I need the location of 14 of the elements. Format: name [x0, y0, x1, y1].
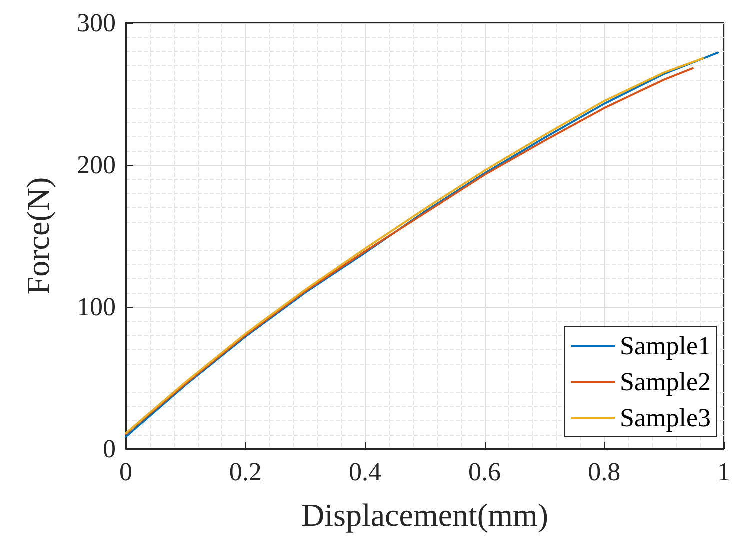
- y-tick-label: 300: [77, 8, 116, 38]
- y-tick-label: 200: [77, 150, 116, 180]
- legend-label: Sample1: [620, 332, 712, 360]
- y-tick-label: 100: [77, 292, 116, 322]
- y-tick-label: 0: [103, 434, 116, 464]
- x-tick-label: 1: [718, 458, 730, 486]
- x-tick-label: 0.4: [348, 458, 382, 486]
- x-axis-title: Displacement(mm): [301, 497, 549, 533]
- legend-label: Sample2: [620, 368, 712, 396]
- y-axis-title: Force(N): [20, 177, 56, 295]
- x-tick-label: 0.2: [229, 458, 262, 486]
- x-tick-label: 0.6: [468, 458, 502, 486]
- legend-label: Sample3: [620, 404, 712, 432]
- x-tick-label: 0.8: [588, 458, 621, 486]
